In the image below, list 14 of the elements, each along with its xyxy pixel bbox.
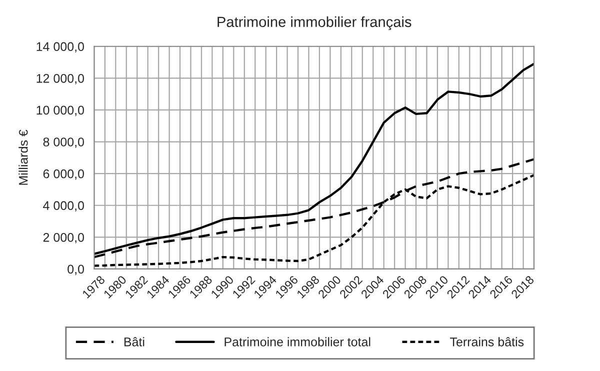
chart-title: Patrimoine immobilier français <box>218 16 412 30</box>
legend-label: Bâti <box>124 337 144 346</box>
line-series <box>94 62 534 255</box>
y-tick-label: 12 000,0 <box>36 74 84 84</box>
y-tick-label: 4 000,0 <box>43 201 84 212</box>
y-tick-label: 0,0 <box>68 264 84 276</box>
y-tick-label: 10 000,0 <box>36 106 84 116</box>
legend-label: Patrimoine immobilier total <box>224 337 370 346</box>
y-tick-label: 2 000,0 <box>43 232 84 244</box>
y-tick-label: 8 000,0 <box>43 138 84 148</box>
y-tick-label: 14 000,0 <box>36 42 84 53</box>
y-axis-title: Milliards € <box>18 130 28 185</box>
y-tick-label: 6 000,0 <box>43 169 84 180</box>
legend-label: Terrains bâtis <box>450 337 524 346</box>
